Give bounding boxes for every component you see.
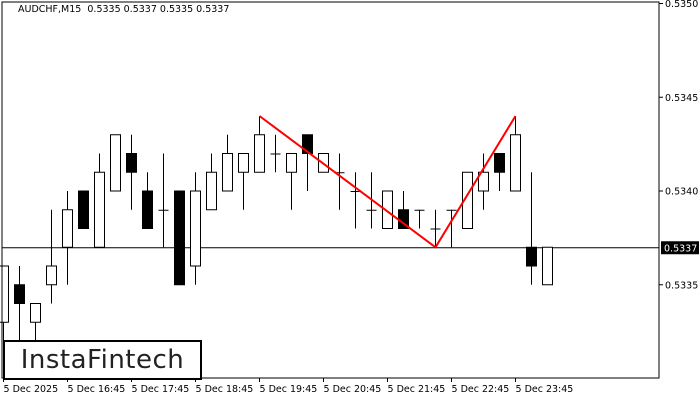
candle-bull	[0, 265, 9, 323]
candle-bull	[30, 303, 41, 323]
candle-bear	[126, 153, 137, 173]
candle-bear	[302, 134, 313, 154]
candle-bull	[478, 171, 489, 192]
candle-bull	[94, 171, 105, 248]
candle-bear	[78, 190, 89, 229]
y-tick-label: 0.5335	[665, 280, 698, 291]
candle-bull	[190, 190, 201, 267]
x-tick-label: 5 Dec 2025	[4, 384, 59, 395]
plot-frame	[1, 1, 660, 379]
x-tick-label: 5 Dec 18:45	[196, 384, 254, 395]
x-tick-label: 5 Dec 21:45	[388, 384, 446, 395]
x-tick-label: 5 Dec 20:45	[324, 384, 382, 395]
double-top-pattern-line	[258, 115, 517, 249]
ohlc-readout: 0.5335 0.5337 0.5335 0.5337	[87, 4, 230, 15]
candle-bull	[254, 134, 265, 173]
candle-bear	[526, 246, 537, 267]
candle-bull	[510, 134, 521, 192]
candle-bull	[62, 209, 73, 248]
candle-bull	[462, 171, 473, 229]
symbol-label: AUDCHF,M15	[18, 4, 82, 15]
x-tick-label: 5 Dec 22:45	[452, 384, 510, 395]
instafintech-logo: InstaFintech	[3, 340, 202, 380]
x-tick-label: 5 Dec 16:45	[68, 384, 126, 395]
candle-bear	[142, 190, 153, 229]
candle-bull	[110, 134, 121, 192]
chart-header: AUDCHF,M15 0.5335 0.5337 0.5335 0.5337	[18, 4, 229, 15]
candle-bear	[494, 153, 505, 173]
y-tick-label: 0.5345	[665, 93, 698, 104]
x-tick-label: 5 Dec 23:45	[516, 384, 574, 395]
x-tick-label: 5 Dec 17:45	[132, 384, 190, 395]
x-tick-label: 5 Dec 19:45	[260, 384, 318, 395]
candle-bull	[222, 153, 233, 192]
y-tick-label: 0.5350	[665, 0, 698, 10]
candle-bull	[46, 265, 57, 286]
candle-bear	[174, 190, 185, 286]
candle-bull	[542, 246, 553, 286]
candle-bull	[206, 171, 217, 211]
current-price-label: 0.5337	[664, 243, 697, 254]
candle-bear	[14, 284, 25, 304]
candle-bull	[238, 153, 249, 173]
candle-bull	[286, 153, 297, 173]
y-tick-label: 0.5340	[665, 187, 698, 198]
candle-bull	[382, 190, 393, 229]
current-price-badge	[661, 241, 699, 255]
